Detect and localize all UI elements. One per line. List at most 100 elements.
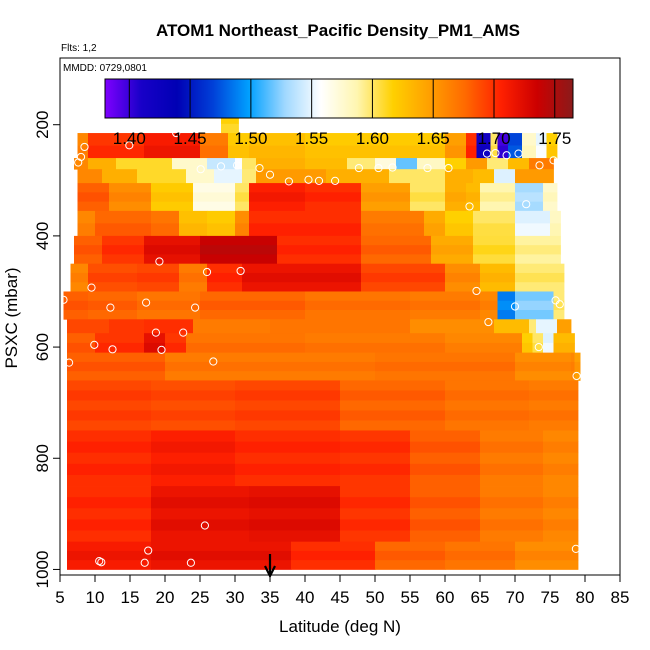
observation-point [157, 345, 166, 354]
heatmap-cell [553, 342, 575, 354]
heatmap-cell [522, 133, 537, 146]
heatmap-cell [515, 300, 554, 311]
heatmap-cell [249, 210, 362, 224]
heatmap-cell [151, 474, 236, 487]
heatmap-cell [361, 183, 411, 193]
heatmap-cell [151, 486, 250, 498]
heatmap-cell [361, 235, 432, 246]
observation-point [491, 148, 500, 158]
heatmap-cell [95, 210, 152, 224]
observation-point [87, 283, 96, 292]
heatmap-cell [235, 210, 250, 224]
observation-point [304, 175, 313, 184]
heatmap-cell [543, 342, 554, 354]
heatmap-cell [340, 497, 411, 509]
heatmap-cell [77, 210, 96, 224]
heatmap-cell [490, 145, 498, 159]
observation-point [502, 151, 511, 160]
heatmap-cell [532, 333, 544, 344]
x-tick-label: 40 [296, 588, 315, 607]
heatmap-cell [151, 530, 250, 543]
heatmap-cell [326, 169, 390, 184]
heatmap-cell [305, 192, 362, 203]
heatmap-cell [532, 342, 544, 354]
heatmap-cell [529, 420, 579, 431]
heatmap-cell [515, 550, 579, 561]
heatmap-cell [445, 560, 516, 570]
heatmap-cell [200, 310, 306, 320]
heatmap-cell [480, 486, 544, 498]
heatmap-cell [270, 319, 411, 334]
heatmap-cell [466, 158, 488, 170]
heatmap-cell [151, 390, 236, 401]
observation-point [155, 257, 164, 266]
heatmap-cell [445, 183, 467, 193]
observation-point [74, 158, 83, 167]
x-tick-label: 10 [86, 588, 105, 607]
heatmap-cell [109, 192, 152, 203]
heatmap-cell [88, 272, 138, 283]
heatmap-cell [249, 530, 341, 543]
observation-point [522, 200, 531, 209]
heatmap-cell [529, 400, 579, 411]
heatmap-cell [361, 201, 411, 212]
heatmap-cell [445, 263, 481, 274]
heatmap-cell [207, 158, 236, 170]
heatmap-cell [235, 430, 341, 442]
heatmap-cell [466, 133, 477, 146]
heatmap-cell [375, 361, 516, 372]
heatmap-cell [235, 192, 250, 203]
heatmap-cell [249, 486, 341, 498]
heatmap-cell [361, 282, 446, 292]
colorbar-tick-label: 1.45 [174, 129, 207, 148]
heatmap-cell [361, 272, 446, 283]
heatmap-cell [305, 158, 348, 170]
heatmap-cell [207, 210, 236, 224]
colorbar-ticks: 1.40 1.45 1.50 1.55 1.60 1.65 1.70 1.75 [113, 79, 571, 148]
heatmap-cell [151, 463, 236, 476]
heatmap-cell [480, 291, 498, 302]
heatmap-cell [543, 452, 579, 465]
observation-point [95, 557, 104, 566]
heatmap-cell [543, 486, 579, 498]
colorbar-tick-label: 1.55 [295, 129, 328, 148]
heatmap-cell [249, 192, 306, 203]
heatmap-cell [480, 474, 544, 487]
heatmap-cell [77, 145, 89, 159]
heatmap-cell [515, 272, 565, 283]
heatmap-cell [186, 342, 306, 354]
heatmap-cell [137, 310, 201, 320]
heatmap-cell [375, 541, 446, 552]
heatmap-cell [70, 272, 89, 283]
x-axis-label: Latitude (deg N) [279, 617, 401, 636]
heatmap-cell [340, 486, 411, 498]
colorbar-tick-label: 1.75 [538, 129, 571, 148]
observation-point [354, 163, 363, 173]
heatmap-cell [529, 158, 554, 170]
heatmap-cell [515, 223, 551, 237]
heatmap-cell [396, 158, 418, 170]
heatmap-cell [77, 183, 110, 193]
heatmap-cell [410, 183, 446, 193]
observation-point [388, 163, 397, 172]
heatmap-cell [67, 371, 166, 381]
heatmap-cell [515, 282, 565, 292]
heatmap-cell [305, 342, 446, 354]
heatmap-cell [151, 541, 292, 552]
heatmap-cell [410, 441, 481, 454]
heatmap-cell [102, 235, 145, 246]
heatmap-cell [165, 342, 187, 354]
heatmap-cell [151, 560, 292, 570]
observation-point [151, 328, 160, 337]
heatmap-cell [235, 400, 341, 411]
colorbar: 1.40 1.45 1.50 1.55 1.60 1.65 1.70 1.75 [104, 78, 574, 148]
heatmap-cell [70, 282, 89, 292]
heatmap-cell [480, 430, 544, 442]
heatmap-cell [410, 430, 481, 442]
heatmap-cell [557, 319, 572, 334]
x-tick-label: 15 [121, 588, 140, 607]
heatmap-cell [515, 192, 544, 203]
heatmap-cell [340, 410, 446, 421]
heatmap-cell [480, 192, 516, 203]
heatmap-cell [67, 342, 96, 354]
